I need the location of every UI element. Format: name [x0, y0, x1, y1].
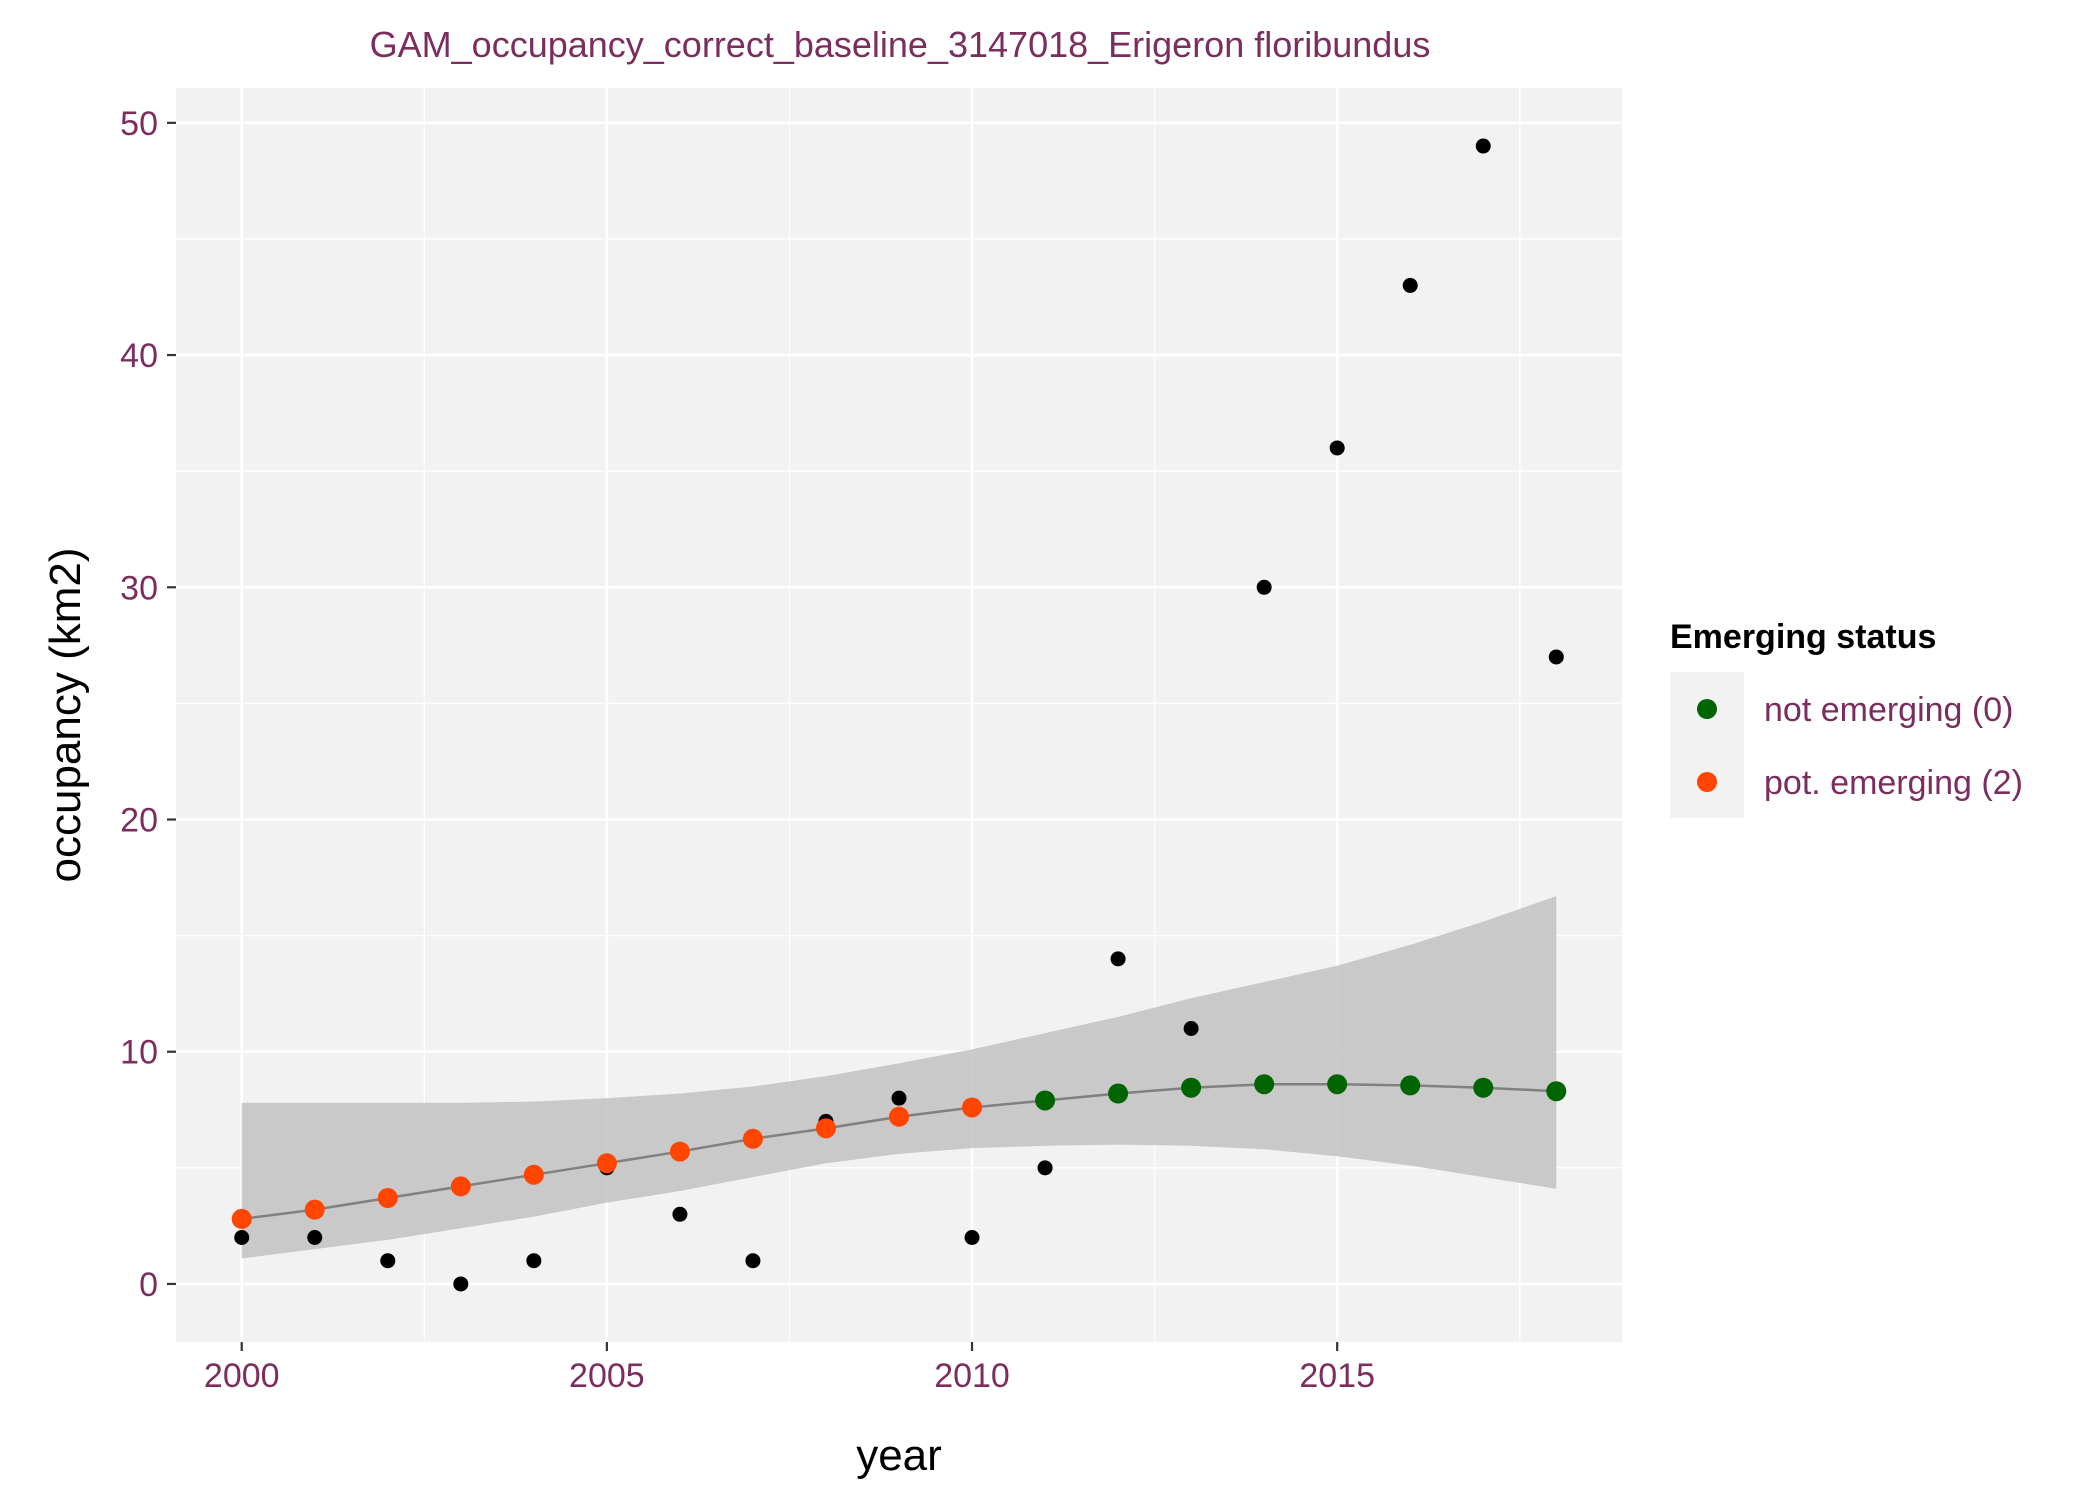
observed-point	[1329, 440, 1345, 456]
y-axis-title: occupancy (km2)	[41, 547, 90, 882]
fitted-point	[596, 1153, 617, 1174]
y-tick-label: 10	[120, 1034, 158, 1072]
observed-point	[1548, 649, 1564, 665]
legend-label: not emerging (0)	[1764, 691, 2013, 729]
observed-point	[1183, 1021, 1199, 1036]
fitted-point	[1108, 1083, 1129, 1104]
observed-point	[1256, 579, 1272, 595]
x-axis: 2000 2005 2010 2015	[204, 1342, 1375, 1395]
observed-point	[526, 1253, 542, 1269]
y-tick-label: 30	[120, 569, 158, 607]
y-tick-label: 50	[120, 105, 158, 143]
fitted-point	[669, 1141, 690, 1162]
fitted-points	[231, 1074, 1567, 1229]
fitted-point	[1400, 1075, 1421, 1096]
legend-key-background	[1670, 672, 1744, 818]
fitted-point	[1473, 1077, 1494, 1098]
fitted-point	[889, 1106, 909, 1127]
legend-key	[1697, 772, 1717, 792]
observed-point	[234, 1230, 250, 1245]
x-tick-label: 2005	[569, 1357, 645, 1395]
fitted-point	[1327, 1074, 1348, 1095]
legend-entries: not emerging (0) pot. emerging (2)	[1697, 691, 2023, 802]
minor-gridlines	[176, 88, 1622, 1342]
x-tick-label: 2015	[1299, 1357, 1375, 1395]
x-axis-title: year	[856, 1431, 942, 1480]
observed-point	[1110, 951, 1126, 967]
fitted-point	[523, 1164, 544, 1185]
fitted-point	[1254, 1074, 1275, 1095]
legend-title: Emerging status	[1670, 618, 1936, 656]
x-tick-label: 2000	[204, 1357, 280, 1395]
fitted-point	[1181, 1077, 1202, 1098]
y-tick-label: 0	[139, 1266, 158, 1304]
legend: Emerging status not emerging (0) pot. eme…	[1670, 618, 2023, 818]
observed-point	[1475, 138, 1491, 154]
observed-point	[1037, 1160, 1053, 1176]
observed-point	[672, 1206, 688, 1222]
fitted-point	[1546, 1081, 1567, 1102]
observed-point	[964, 1230, 980, 1245]
y-tick-label: 20	[120, 802, 158, 840]
fitted-point	[962, 1097, 983, 1118]
plot-title: GAM_occupancy_correct_baseline_3147018_E…	[370, 24, 1431, 65]
fitted-point	[304, 1199, 325, 1220]
observed-point	[745, 1253, 761, 1269]
fitted-point	[1035, 1090, 1056, 1111]
legend-label: pot. emerging (2)	[1764, 764, 2023, 802]
observed-point	[453, 1276, 469, 1292]
fitted-point	[450, 1176, 471, 1197]
observed-point	[380, 1253, 396, 1269]
x-tick-label: 2010	[934, 1357, 1010, 1395]
y-tick-label: 40	[120, 337, 158, 375]
y-axis: 0 10 20 30 40 50	[120, 105, 176, 1304]
fitted-point	[377, 1188, 398, 1209]
observed-points	[234, 138, 1564, 1292]
fitted-point	[231, 1208, 252, 1229]
legend-key	[1697, 699, 1717, 719]
fitted-point	[815, 1118, 836, 1139]
observed-point	[891, 1090, 907, 1106]
fitted-point	[742, 1128, 763, 1149]
observed-point	[1402, 277, 1418, 293]
observed-point	[307, 1230, 323, 1245]
